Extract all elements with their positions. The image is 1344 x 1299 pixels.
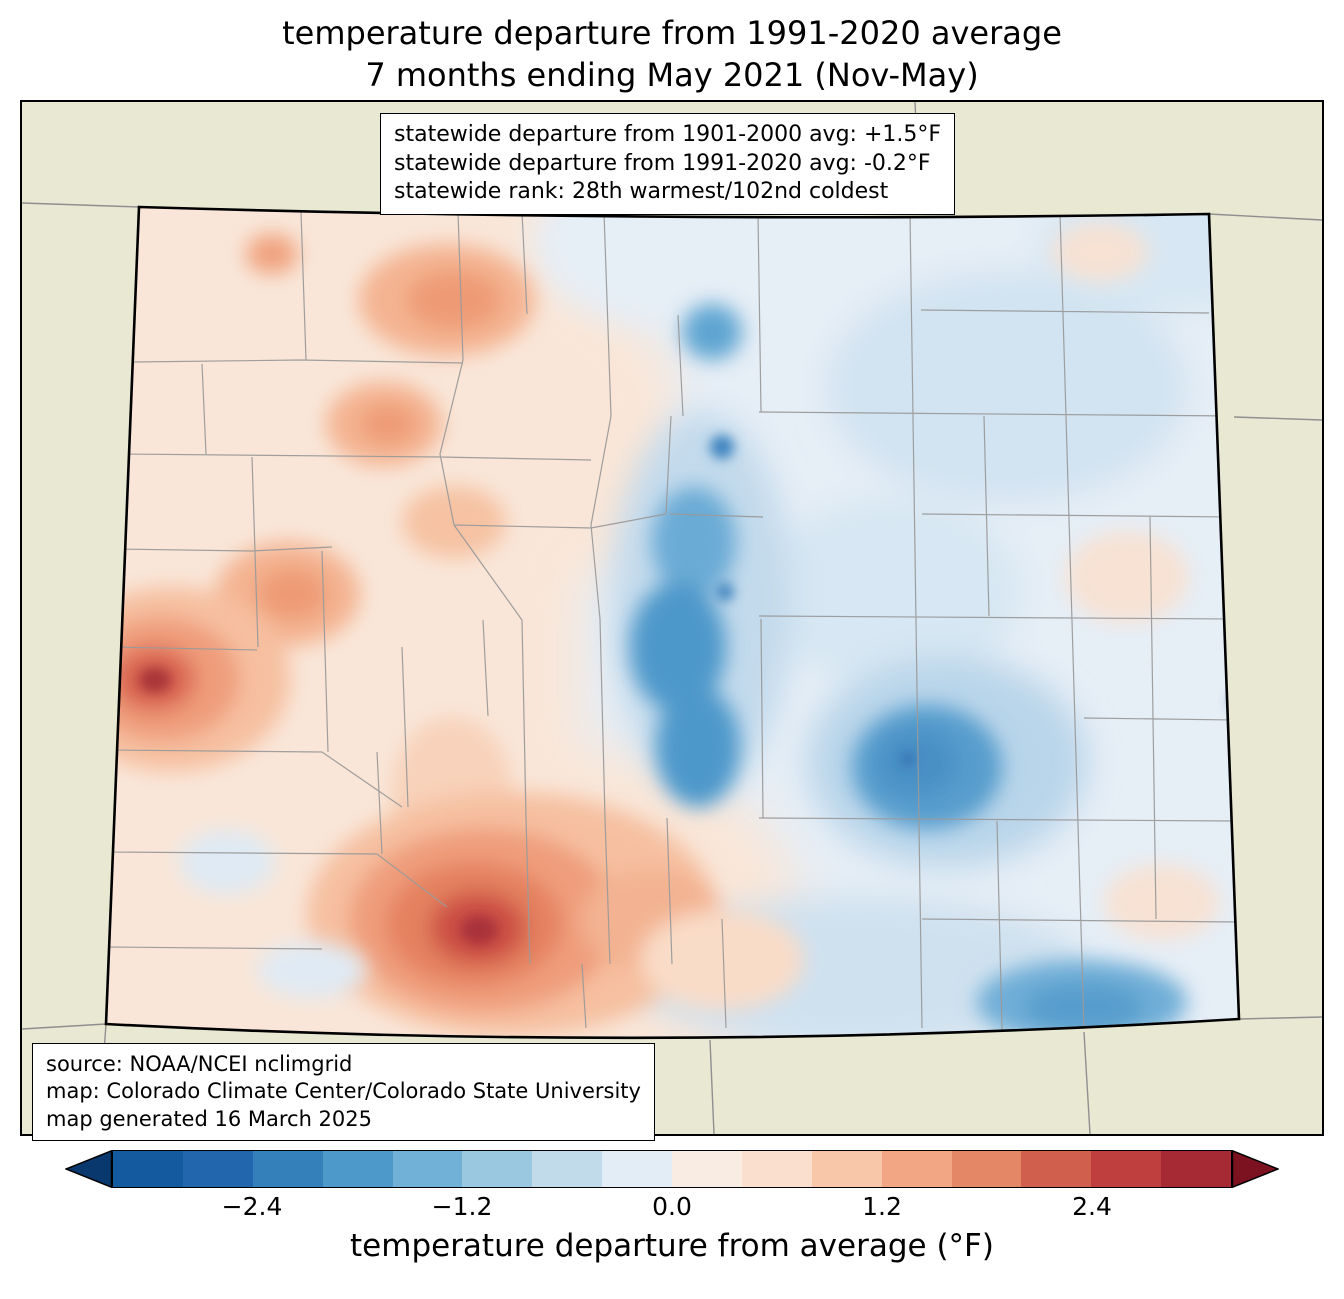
temperature-field [106,207,1239,1038]
figure-title: temperature departure from 1991-2020 ave… [0,12,1344,96]
colorbar-segment [182,1151,253,1187]
stats-line-3: statewide rank: 28th warmest/102nd colde… [394,179,889,205]
colorbar-segment [811,1151,882,1187]
colorbar-left-arrow-shape [65,1150,112,1188]
colorbar-segment [1021,1151,1092,1187]
colorbar-body [112,1150,1232,1188]
colorbar-segment [602,1151,672,1187]
map-panel: statewide departure from 1901-2000 avg: … [20,100,1324,1141]
source-line-2: map: Colorado Climate Center/Colorado St… [46,1079,641,1104]
colorbar-segment [672,1151,742,1187]
colorbar-segment [1161,1151,1231,1187]
statewide-stats-box: statewide departure from 1901-2000 avg: … [380,113,956,215]
colorbar-segment [113,1151,183,1187]
map-svg [22,102,1322,1134]
colorbar [65,1150,1279,1188]
colorbar-right-arrow [1232,1150,1279,1188]
colorbar-ticks: −2.4 −1.2 0.0 1.2 2.4 [112,1192,1232,1224]
colorbar-segment [252,1151,323,1187]
county-lines [106,211,1238,1031]
colorbar-segment [322,1151,393,1187]
colorbar-segment [1091,1151,1162,1187]
colorbar-tick-label: 1.2 [862,1192,902,1221]
stats-line-1: statewide departure from 1901-2000 avg: … [394,122,942,147]
colorbar-left-arrow [65,1150,112,1188]
colorbar-segment [741,1151,812,1187]
title-line-1: temperature departure from 1991-2020 ave… [282,14,1062,52]
colorbar-segment [532,1151,603,1187]
colorbar-right-arrow-shape [1232,1150,1279,1188]
colorbar-tick-label: −1.2 [431,1192,493,1221]
source-line-3: map generated 16 March 2025 [46,1106,373,1131]
source-line-1: source: NOAA/NCEI nclimgrid [46,1052,353,1076]
colorbar-tick-label: −2.4 [221,1192,283,1221]
state-border [104,205,1241,1040]
colorbar-label: temperature departure from average (°F) [350,1228,994,1264]
source-credit-box: source: NOAA/NCEI nclimgrid map: Colorad… [32,1043,655,1141]
colorbar-tick-label: 0.0 [652,1192,692,1221]
title-line-2: 7 months ending May 2021 (Nov-May) [365,56,979,95]
colorbar-segment [951,1151,1022,1187]
stats-line-2: statewide departure from 1991-2020 avg: … [394,150,931,176]
colorbar-tick-label: 2.4 [1072,1192,1112,1221]
colorbar-segment [392,1151,463,1187]
colorbar-segment [881,1151,952,1187]
colorbar-segment [462,1151,533,1187]
